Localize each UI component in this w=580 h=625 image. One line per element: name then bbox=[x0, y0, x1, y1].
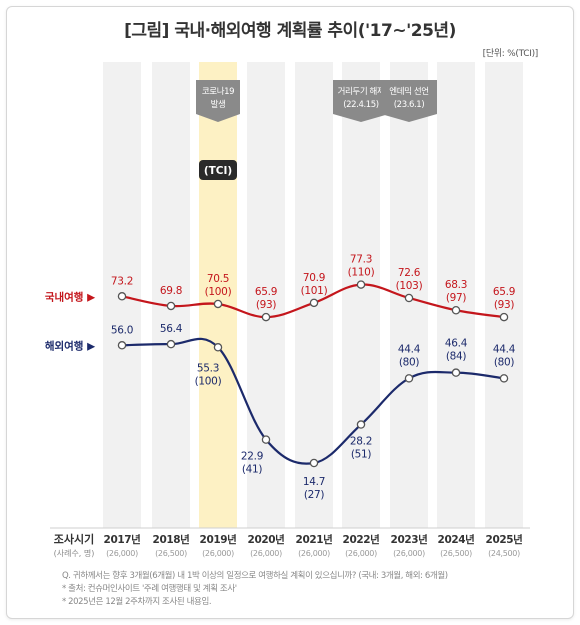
annotation-tag-0 bbox=[196, 80, 240, 122]
series-1-value-3: 22.9 bbox=[241, 451, 263, 463]
sample-size-4: (26,000) bbox=[298, 549, 330, 558]
x-tick-label-4: 2021년 bbox=[296, 533, 333, 546]
series-0-value-6: 72.6 bbox=[398, 267, 421, 279]
x-tick-label-6: 2023년 bbox=[391, 533, 428, 546]
series-1-value-2: 55.3 bbox=[197, 362, 219, 374]
x-tick-label-2: 2019년 bbox=[200, 533, 237, 546]
series-1-point-0 bbox=[117, 341, 127, 350]
column-band-2019년 bbox=[199, 62, 237, 528]
unit-label: [단위: %(TCI)] bbox=[482, 49, 539, 59]
series-1-point-6 bbox=[404, 374, 414, 383]
column-band-2021년 bbox=[295, 62, 333, 528]
series-1-value-6: 44.4 bbox=[398, 343, 421, 355]
series-1-tci-8: (80) bbox=[494, 356, 515, 368]
annotation-text-1-1: (22.4.15) bbox=[343, 100, 379, 110]
series-1-value-4: 14.7 bbox=[303, 476, 325, 488]
series-0-value-0: 73.2 bbox=[111, 275, 133, 287]
sample-size-0: (26,000) bbox=[106, 549, 138, 558]
series-1-point-1 bbox=[166, 339, 176, 349]
series-1-tci-3: (41) bbox=[242, 464, 263, 476]
footnote-source: * 출처: 컨슈머인사이트 '주례 여행행태 및 계획 조사' bbox=[62, 584, 237, 594]
annotation-tag-1 bbox=[333, 80, 389, 122]
series-1-point-3 bbox=[261, 435, 271, 444]
series-1-tci-4: (27) bbox=[304, 489, 325, 501]
annotation-text-2-0: 엔데믹 선언 bbox=[389, 86, 428, 97]
series-0-tci-7: (97) bbox=[446, 292, 467, 304]
series-1-point-7 bbox=[451, 368, 461, 377]
tci-badge bbox=[199, 160, 237, 180]
sample-size-6: (26,000) bbox=[393, 549, 425, 558]
x-axis-subheader: (사례수, 명) bbox=[54, 548, 95, 558]
annotation-text-0-1: 발생 bbox=[211, 99, 226, 110]
series-1-value-8: 44.4 bbox=[493, 343, 516, 355]
series-1-tci-2: (100) bbox=[195, 375, 222, 387]
series-0-tci-5: (110) bbox=[348, 267, 375, 279]
series-0-tci-6: (103) bbox=[396, 280, 423, 292]
sample-size-8: (24,500) bbox=[488, 549, 520, 558]
sample-size-3: (26,000) bbox=[250, 549, 282, 558]
x-tick-label-7: 2024년 bbox=[438, 533, 475, 546]
annotation-text-0-0: 코로나19 bbox=[202, 87, 234, 97]
series-1-point-2 bbox=[213, 343, 223, 352]
series-0-point-6 bbox=[404, 293, 414, 303]
series-0-tci-4: (101) bbox=[301, 285, 328, 297]
annotation-text-1-0: 거리두기 해제 bbox=[338, 87, 385, 97]
series-0-point-8 bbox=[499, 312, 509, 322]
footnote-period: * 2025년은 12월 2주차까지 조사된 내용임. bbox=[62, 597, 212, 607]
series-0-point-2 bbox=[213, 299, 223, 309]
series-0-point-4 bbox=[309, 298, 319, 308]
series-1-value-0: 56.0 bbox=[111, 324, 133, 336]
column-band-2018년 bbox=[152, 62, 190, 528]
series-0-point-7 bbox=[451, 305, 461, 315]
series-0-value-4: 70.9 bbox=[303, 272, 325, 284]
tci-badge-label: (TCI) bbox=[204, 165, 232, 177]
series-1-tci-6: (80) bbox=[399, 356, 420, 368]
series-0-point-1 bbox=[166, 301, 176, 311]
series-0-value-8: 65.9 bbox=[493, 286, 515, 298]
footnote-question: Q. 귀하께서는 향후 3개월(6개월) 내 1박 이상의 일정으로 여행하실 … bbox=[62, 571, 448, 581]
series-0-value-1: 69.8 bbox=[160, 285, 182, 297]
sample-size-7: (26,500) bbox=[440, 549, 472, 558]
series-0-tci-3: (93) bbox=[256, 299, 277, 311]
series-1-value-1: 56.4 bbox=[160, 323, 183, 335]
series-1-value-5: 28.2 bbox=[350, 436, 372, 448]
x-tick-label-8: 2025년 bbox=[486, 533, 523, 546]
series-0-value-7: 68.3 bbox=[445, 279, 467, 291]
annotation-text-2-1: (23.6.1) bbox=[394, 100, 425, 110]
column-band-2022년 bbox=[342, 62, 380, 528]
x-tick-label-5: 2022년 bbox=[343, 533, 380, 546]
x-tick-label-3: 2020년 bbox=[248, 533, 285, 546]
series-1-point-4 bbox=[309, 458, 319, 468]
sample-size-5: (26,000) bbox=[345, 549, 377, 558]
series-0-point-0 bbox=[117, 292, 127, 301]
series-0-value-5: 77.3 bbox=[350, 254, 372, 266]
sample-size-2: (26,000) bbox=[202, 549, 234, 558]
x-axis-header: 조사시기 bbox=[54, 532, 94, 546]
series-1-value-7: 46.4 bbox=[445, 338, 468, 350]
series-name-0: 국내여행 ▶ bbox=[45, 290, 96, 303]
series-0-value-3: 65.9 bbox=[255, 286, 277, 298]
annotation-tag-2 bbox=[381, 80, 437, 122]
series-0-tci-2: (100) bbox=[205, 286, 232, 298]
chart-title: [그림] 국내·해외여행 계획률 추이('17~'25년) bbox=[124, 21, 456, 41]
footnotes: Q. 귀하께서는 향후 3개월(6개월) 내 1박 이상의 일정으로 여행하실 … bbox=[62, 570, 562, 609]
series-1-tci-7: (84) bbox=[446, 351, 467, 363]
x-tick-label-1: 2018년 bbox=[153, 533, 190, 546]
series-0-value-2: 70.5 bbox=[207, 273, 229, 285]
x-tick-label-0: 2017년 bbox=[104, 533, 141, 546]
column-band-2024년 bbox=[437, 62, 475, 528]
series-name-1: 해외여행 ▶ bbox=[45, 339, 96, 352]
column-band-2025년 bbox=[485, 62, 523, 528]
series-0-tci-8: (93) bbox=[494, 299, 515, 311]
series-0-point-5 bbox=[356, 280, 366, 289]
series-1-point-5 bbox=[356, 420, 366, 429]
column-band-2020년 bbox=[247, 62, 285, 528]
series-1-point-8 bbox=[499, 374, 509, 383]
series-1-tci-5: (51) bbox=[351, 449, 372, 461]
sample-size-1: (26,500) bbox=[155, 549, 187, 558]
series-0-point-3 bbox=[261, 312, 271, 322]
